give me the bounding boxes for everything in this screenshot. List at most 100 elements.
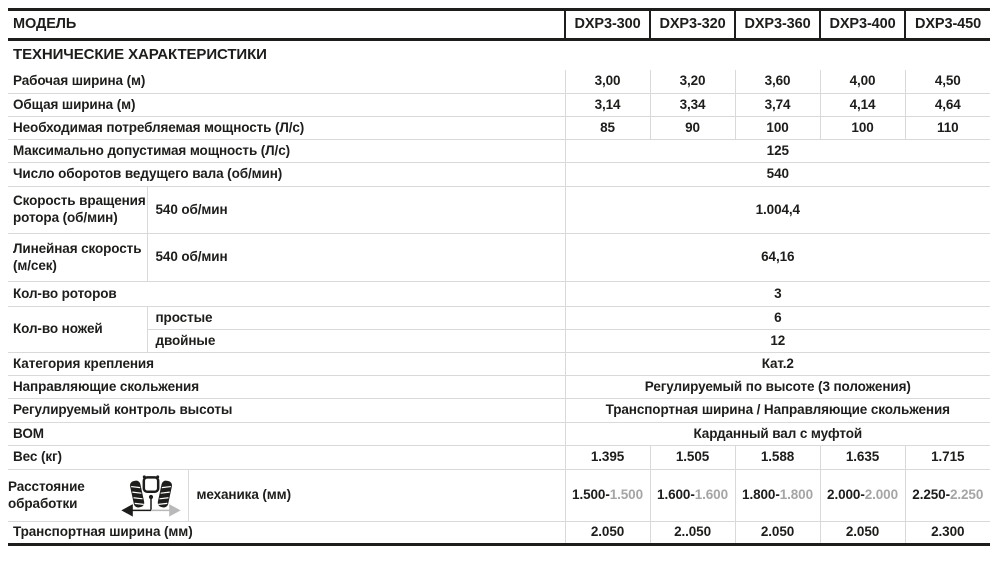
cell-value-merged: 3 xyxy=(564,281,991,307)
offset-tail: 1.500 xyxy=(609,487,644,503)
row-transport-width: Транспортная ширина (мм) 2.050 2..050 2.… xyxy=(8,521,991,545)
cell-value: 4,50 xyxy=(904,69,991,94)
row-working-width: Рабочая ширина (м) 3,00 3,20 3,60 4,00 4… xyxy=(8,69,991,94)
cell-value-merged: Транспортная ширина / Направляющие сколь… xyxy=(564,398,991,423)
cell-value-merged: 12 xyxy=(564,329,991,353)
cell-value: 1.800-1.800 xyxy=(734,469,821,522)
row-knife-count-simple: Кол-во ножей простые 6 xyxy=(8,306,991,353)
cell-value-merged: 125 xyxy=(564,139,991,163)
row-hitch-category: Категория крепления Кат.2 xyxy=(8,352,991,376)
cell-value: 2.250-2.250 xyxy=(904,469,991,522)
row-label-cell: Расстояние обработки xyxy=(8,469,188,522)
model-column-dxp3-320: DXP3-320 xyxy=(649,9,736,41)
cell-value: 1.500-1.500 xyxy=(564,469,651,522)
cell-value: 2..050 xyxy=(649,521,736,545)
row-max-power: Максимально допустимая мощность (Л/с) 12… xyxy=(8,139,991,163)
cell-value: 2.050 xyxy=(564,521,651,545)
cell-value-merged: Регулируемый по высоте (3 положения) xyxy=(564,375,991,399)
row-sub-label: простые xyxy=(146,306,566,330)
row-label: Рабочая ширина (м) xyxy=(13,72,146,88)
row-label: Направляющие скольжения xyxy=(8,375,566,399)
offset-tail: 2.000 xyxy=(864,487,899,503)
row-input-shaft-rpm: Число оборотов ведущего вала (об/мин) 54… xyxy=(8,162,991,187)
cell-value: 3,00 xyxy=(564,69,651,94)
spec-table: МОДЕЛЬ DXP3-300 DXP3-320 DXP3-360 DXP3-4… xyxy=(8,8,991,546)
cell-value: 3,60 xyxy=(734,69,821,94)
cell-value-merged: Кат.2 xyxy=(564,352,991,376)
row-sub-label: механика (мм) xyxy=(187,469,566,522)
model-column-dxp3-400: DXP3-400 xyxy=(819,9,906,41)
cell-value: 2.050 xyxy=(819,521,906,545)
cell-value-merged: 540 xyxy=(564,162,991,187)
cell-value: 2.000-2.000 xyxy=(819,469,906,522)
row-label: Максимально допустимая мощность (Л/с) xyxy=(8,139,566,163)
cell-value: 85 xyxy=(564,116,651,140)
cell-value: 4,00 xyxy=(819,69,906,94)
cell-value: 1.588 xyxy=(734,445,821,470)
row-label: Скорость вращения ротора (об/мин) xyxy=(8,186,147,234)
cell-value-merged: 6 xyxy=(564,306,991,330)
row-label: Число оборотов ведущего вала (об/мин) xyxy=(8,162,566,187)
row-sub-label: двойные xyxy=(146,329,566,353)
cell-value: 3,74 xyxy=(734,93,821,117)
row-label: Кол-во роторов xyxy=(8,281,566,307)
cell-value: 1.395 xyxy=(564,445,651,470)
row-sub-label: 540 об/мин xyxy=(146,186,566,234)
row-label: Необходимая потребляемая мощность (Л/с) xyxy=(8,116,566,140)
offset-tail: 2.250 xyxy=(949,487,984,503)
row-required-power: Необходимая потребляемая мощность (Л/с) … xyxy=(8,116,991,140)
tractor-offset-icon xyxy=(120,474,182,518)
row-rotor-count: Кол-во роторов 3 xyxy=(8,281,991,307)
offset-tail: 1.600 xyxy=(694,487,729,503)
row-height-control: Регулируемый контроль высоты Транспортна… xyxy=(8,398,991,423)
row-label: Транспортная ширина (мм) xyxy=(8,521,566,545)
cell-value: 3,14 xyxy=(564,93,651,117)
cell-value: 1.715 xyxy=(904,445,991,470)
row-linear-speed: Линейная скорость (м/сек) 540 об/мин 64,… xyxy=(8,233,991,282)
row-label: Категория крепления xyxy=(8,352,566,376)
cell-value: 1.505 xyxy=(649,445,736,470)
section-title: ТЕХНИЧЕСКИЕ ХАРАКТЕРИСТИКИ xyxy=(13,45,267,63)
cell-value-merged: Карданный вал с муфтой xyxy=(564,422,991,446)
cell-value: 100 xyxy=(734,116,821,140)
left-arrow xyxy=(120,503,133,517)
cell-value: 4,64 xyxy=(904,93,991,117)
cell-value: 4,14 xyxy=(819,93,906,117)
cell-value: 3,34 xyxy=(649,93,736,117)
row-label: Линейная скорость (м/сек) xyxy=(8,233,147,282)
cell-value: 2.300 xyxy=(904,521,991,545)
cell-value: 100 xyxy=(819,116,906,140)
cell-value-merged: 1.004,4 xyxy=(564,186,991,234)
offset-main: 1.500- xyxy=(572,487,610,503)
row-overall-width: Общая ширина (м) 3,14 3,34 3,74 4,14 4,6… xyxy=(8,93,991,117)
row-working-offset: Расстояние обработки xyxy=(8,469,991,522)
offset-main: 1.800- xyxy=(742,487,780,503)
model-column-dxp3-450: DXP3-450 xyxy=(904,9,991,41)
model-header-label: МОДЕЛЬ xyxy=(8,9,566,41)
row-rotor-speed: Скорость вращения ротора (об/мин) 540 об… xyxy=(8,186,991,234)
row-label: ВОМ xyxy=(8,422,566,446)
row-weight: Вес (кг) 1.395 1.505 1.588 1.635 1.715 xyxy=(8,445,991,470)
row-label: Вес (кг) xyxy=(8,445,566,470)
cell-value: 90 xyxy=(649,116,736,140)
row-sub-label: 540 об/мин xyxy=(146,233,566,282)
row-label: Общая ширина (м) xyxy=(8,93,566,117)
model-header-row: МОДЕЛЬ DXP3-300 DXP3-320 DXP3-360 DXP3-4… xyxy=(8,9,991,41)
offset-tail: 1.800 xyxy=(779,487,814,503)
offset-main: 1.600- xyxy=(657,487,695,503)
row-knife-count-double: двойные 12 xyxy=(8,329,991,353)
model-column-dxp3-360: DXP3-360 xyxy=(734,9,821,41)
right-arrow xyxy=(168,503,181,517)
row-label: Регулируемый контроль высоты xyxy=(8,398,566,423)
section-row: ТЕХНИЧЕСКИЕ ХАРАКТЕРИСТИКИ xyxy=(8,40,990,70)
cell-value: 110 xyxy=(904,116,991,140)
row-pto: ВОМ Карданный вал с муфтой xyxy=(8,422,991,446)
row-label: Расстояние обработки xyxy=(8,478,85,511)
cell-value-merged: 64,16 xyxy=(564,233,991,282)
offset-main: 2.250- xyxy=(912,487,950,503)
model-column-dxp3-300: DXP3-300 xyxy=(564,9,651,41)
cell-value: 1.635 xyxy=(819,445,906,470)
offset-main: 2.000- xyxy=(827,487,865,503)
cell-value: 1.600-1.600 xyxy=(649,469,736,522)
